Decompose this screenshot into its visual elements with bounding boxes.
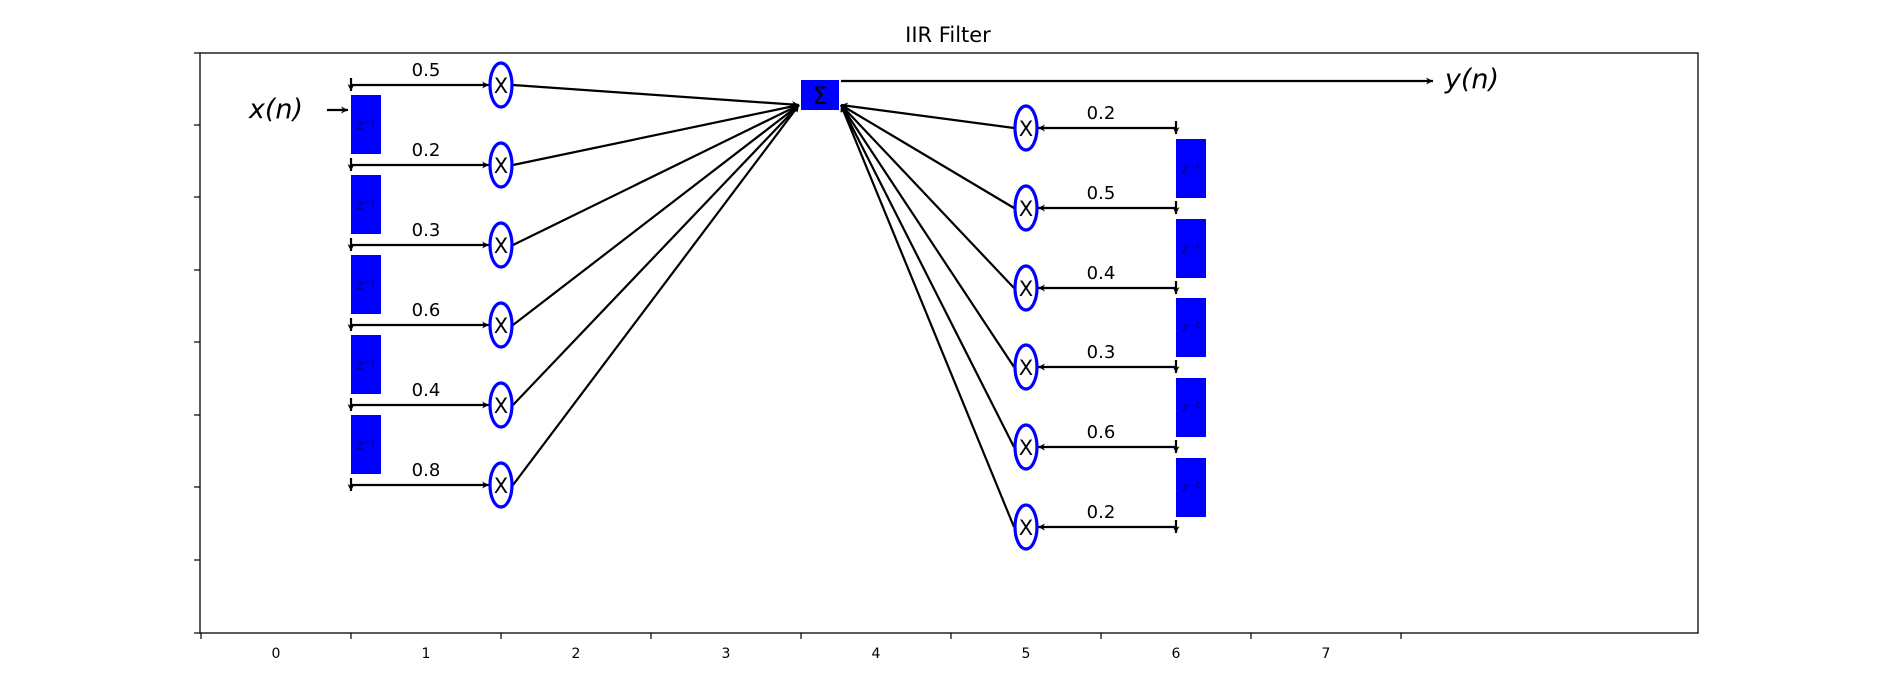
multiplier-symbol: X xyxy=(494,314,508,338)
multiplier-symbol: X xyxy=(494,474,508,498)
axis-ticks: 0 1 2 3 4 5 6 7 xyxy=(194,52,1402,662)
x-tick-label: 3 xyxy=(722,646,731,662)
feedforward-coefficient: 0.8 xyxy=(412,460,441,481)
x-tick-label: 1 xyxy=(422,646,431,662)
sum-feedback-arrow xyxy=(840,104,1015,368)
delay-block xyxy=(1176,378,1206,437)
delay-label: z⁻¹ xyxy=(1182,481,1201,496)
multiplier-node xyxy=(1013,264,1039,312)
multiplier-node xyxy=(1013,503,1039,551)
delay-block xyxy=(351,95,381,154)
multiplier-node xyxy=(488,221,514,269)
multiplier-symbol: X xyxy=(1019,197,1033,221)
delay-block xyxy=(351,415,381,474)
multiplier-symbol: X xyxy=(494,394,508,418)
x-tick-label: 5 xyxy=(1022,646,1031,662)
multiplier-symbol: X xyxy=(494,234,508,258)
feedback-coefficient: 0.2 xyxy=(1087,103,1116,124)
multiplier-node xyxy=(1013,184,1039,232)
coefficient-labels: 0.5 0.2 0.3 0.6 0.4 0.8 0.2 0.5 0.4 0.3 0.6 0.2 xyxy=(412,60,1116,523)
multiplier-symbol: X xyxy=(1019,277,1033,301)
multiplier-node xyxy=(488,61,514,109)
x-tick-label: 2 xyxy=(572,646,581,662)
delay-block xyxy=(351,255,381,314)
delay-label: z⁻¹ xyxy=(1182,321,1201,336)
delay-block xyxy=(351,175,381,234)
multiplier-symbol: X xyxy=(1019,117,1033,141)
feedforward-coefficient: 0.3 xyxy=(412,220,441,241)
multiplier-node xyxy=(1013,423,1039,471)
sum-input-arrow xyxy=(512,104,800,406)
sum-feedback-arrow xyxy=(840,104,1015,209)
sum-block xyxy=(801,80,839,110)
sum-symbol: Σ xyxy=(812,82,827,110)
input-signal-label: x(n) xyxy=(248,94,303,125)
delay-block xyxy=(1176,219,1206,278)
x-tick-label: 6 xyxy=(1172,646,1181,662)
sum-feedback-arrow xyxy=(840,104,1015,289)
feedback-coefficient: 0.2 xyxy=(1087,502,1116,523)
feedback-coefficient: 0.5 xyxy=(1087,183,1116,204)
multiplier-symbol: X xyxy=(1019,356,1033,380)
delay-label: z⁻¹ xyxy=(357,278,376,293)
sum-input-arrow xyxy=(512,104,800,486)
multiplier-node xyxy=(1013,343,1039,391)
signal-connections xyxy=(327,77,1433,533)
multiplier-node xyxy=(488,461,514,509)
delay-label: z⁻¹ xyxy=(357,198,376,213)
chart-title: IIR Filter xyxy=(905,23,991,47)
multiplier-symbol: X xyxy=(494,74,508,98)
sum-input-arrow xyxy=(512,103,800,167)
filter-blocks: z⁻¹ z⁻¹ z⁻¹ z⁻¹ z⁻¹ z⁻¹ z⁻¹ z⁻¹ z⁻¹ z⁻¹ Σ X X X X X X X X X… xyxy=(351,61,1206,551)
delay-label: z⁻¹ xyxy=(357,358,376,373)
output-signal-label: y(n) xyxy=(1444,64,1499,95)
multiplier-symbol: X xyxy=(1019,436,1033,460)
delay-label: z⁻¹ xyxy=(357,438,376,453)
sum-input-arrow xyxy=(512,104,800,246)
delay-block xyxy=(351,335,381,394)
delay-label: z⁻¹ xyxy=(1182,242,1201,257)
delay-block xyxy=(1176,298,1206,357)
multiplier-node xyxy=(488,381,514,429)
sum-input-arrow xyxy=(512,104,800,326)
multiplier-node xyxy=(1013,104,1039,152)
sum-feedback-arrow xyxy=(840,102,1015,130)
feedforward-coefficient: 0.2 xyxy=(412,140,441,161)
delay-block xyxy=(1176,458,1206,517)
delay-label: z⁻¹ xyxy=(357,118,376,133)
feedback-coefficient: 0.6 xyxy=(1087,422,1116,443)
delay-label: z⁻¹ xyxy=(1182,162,1201,177)
feedback-coefficient: 0.4 xyxy=(1087,263,1116,284)
feedforward-coefficient: 0.6 xyxy=(412,300,441,321)
delay-block xyxy=(1176,139,1206,198)
sum-feedback-arrow xyxy=(839,104,1016,528)
feedback-coefficient: 0.3 xyxy=(1087,342,1116,363)
feedforward-coefficient: 0.5 xyxy=(412,60,441,81)
plot-frame xyxy=(199,52,1699,634)
x-tick-label: 0 xyxy=(272,646,281,662)
delay-label: z⁻¹ xyxy=(1182,401,1201,416)
sum-feedback-arrow xyxy=(840,104,1015,448)
multiplier-symbol: X xyxy=(1019,516,1033,540)
x-tick-label: 4 xyxy=(872,646,881,662)
multiplier-node xyxy=(488,141,514,189)
sum-input-arrow xyxy=(512,83,800,109)
feedforward-coefficient: 0.4 xyxy=(412,380,441,401)
x-tick-label: 7 xyxy=(1322,646,1331,662)
multiplier-node xyxy=(488,301,514,349)
multiplier-symbol: X xyxy=(494,154,508,178)
